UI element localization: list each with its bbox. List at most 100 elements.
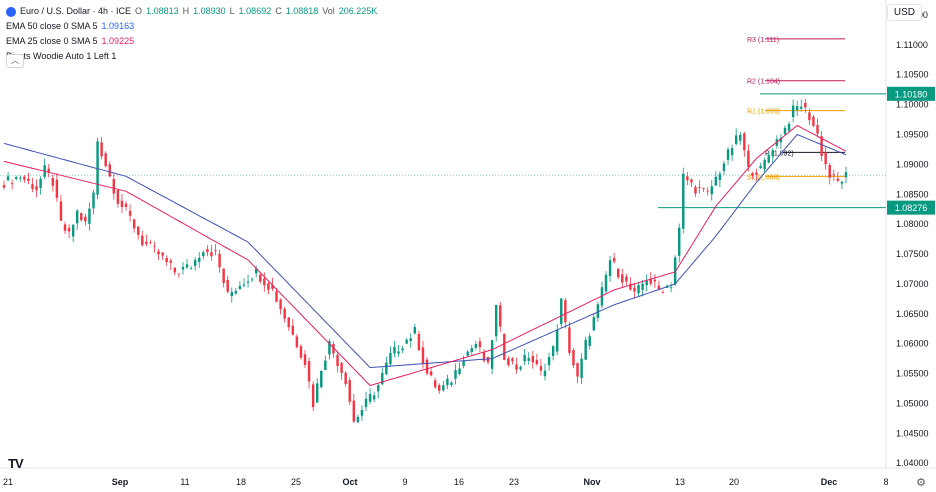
candle-body xyxy=(234,290,238,294)
candle-body xyxy=(759,165,762,169)
y-tick-label: 1.10500 xyxy=(896,70,929,80)
candle-body xyxy=(535,359,539,365)
candle-body xyxy=(560,298,563,325)
candle-body xyxy=(88,208,91,224)
candle-body xyxy=(608,260,612,277)
candle-body xyxy=(531,355,535,363)
candle-body xyxy=(421,347,425,364)
y-tick-label: 1.09500 xyxy=(896,129,929,139)
candle-body xyxy=(299,346,303,358)
candle-body xyxy=(120,200,124,208)
candle-body xyxy=(771,150,774,157)
candle-body xyxy=(80,213,83,221)
candle-body xyxy=(767,154,770,163)
candle-body xyxy=(368,394,372,402)
candle-body xyxy=(10,183,14,185)
x-tick-label: 20 xyxy=(729,477,739,487)
candle-body xyxy=(315,383,319,403)
open-label: O xyxy=(135,6,143,16)
candle-body xyxy=(511,358,514,362)
ema50-legend[interactable]: EMA 50 close 0 SMA 5 1.09163 xyxy=(6,19,377,34)
candle-body xyxy=(832,174,836,176)
candle-body xyxy=(462,360,465,367)
x-tick-label: 8 xyxy=(883,477,888,487)
candle-body xyxy=(503,333,506,360)
candle-body xyxy=(795,106,799,110)
candle-body xyxy=(393,347,396,354)
candle-body xyxy=(787,123,791,131)
y-tick-label: 1.04500 xyxy=(896,428,929,438)
candle-body xyxy=(100,142,103,157)
candle-body xyxy=(295,336,299,348)
candle-body xyxy=(222,268,225,283)
candle-body xyxy=(108,164,111,177)
symbol-row: Euro / U.S. Dollar · 4h · ICE O 1.08813 H… xyxy=(6,4,377,19)
ema50-label: EMA 50 close 0 SMA 5 xyxy=(6,21,98,31)
x-tick-label: 18 xyxy=(236,477,246,487)
candle-body xyxy=(596,304,600,318)
pivot-label: P (1.092) xyxy=(765,150,794,157)
candle-body xyxy=(828,165,831,178)
settings-gear-icon[interactable]: ⚙ xyxy=(916,477,926,489)
candle-body xyxy=(259,274,262,282)
candle-body xyxy=(783,127,787,135)
x-tick-label: Oct xyxy=(342,477,357,487)
candle-body xyxy=(564,300,567,323)
candle-body xyxy=(360,410,364,416)
y-tick-label: 1.07500 xyxy=(896,249,929,259)
candle-body xyxy=(128,210,132,216)
candle-body xyxy=(722,163,726,171)
candle-body xyxy=(14,177,18,179)
collapse-legend-button[interactable]: ︿ xyxy=(6,54,24,68)
candle-body xyxy=(804,103,807,108)
candle-body xyxy=(800,106,803,109)
candle-body xyxy=(576,363,579,377)
candle-body xyxy=(486,356,490,363)
candle-body xyxy=(397,351,400,354)
candle-body xyxy=(527,358,530,361)
candle-body xyxy=(702,188,705,190)
pivots-label: Pivots Woodie Auto 1 Left 1 xyxy=(6,51,117,61)
candle-body xyxy=(413,327,417,334)
candle-body xyxy=(751,173,754,176)
candle-body xyxy=(189,268,193,270)
candle-body xyxy=(629,283,632,290)
x-tick-label: 25 xyxy=(291,477,301,487)
candle-body xyxy=(820,136,823,156)
candle-body xyxy=(275,291,278,302)
symbol-title[interactable]: Euro / U.S. Dollar · 4h · ICE xyxy=(20,6,132,16)
candle-body xyxy=(478,341,482,348)
candle-body xyxy=(669,287,673,289)
candle-body xyxy=(755,172,758,175)
candle-body xyxy=(173,267,177,273)
candle-body xyxy=(385,362,388,375)
candle-body xyxy=(690,179,693,183)
candle-body xyxy=(263,278,266,286)
y-tick-label: 1.04000 xyxy=(896,458,929,468)
candle-body xyxy=(584,339,587,360)
candle-body xyxy=(791,105,795,117)
candle-body xyxy=(812,116,815,126)
candle-body xyxy=(844,172,848,178)
candle-body xyxy=(336,354,339,367)
ema25-legend[interactable]: EMA 25 close 0 SMA 5 1.09225 xyxy=(6,34,377,49)
candle-body xyxy=(637,285,640,294)
pivots-legend[interactable]: Pivots Woodie Auto 1 Left 1 xyxy=(6,49,377,64)
candle-body xyxy=(210,252,213,257)
candle-body xyxy=(55,179,59,198)
y-tick-label: 1.06500 xyxy=(896,309,929,319)
candle-body xyxy=(836,178,840,181)
candle-body xyxy=(470,348,473,352)
candle-body xyxy=(149,242,152,244)
x-tick-label: 13 xyxy=(675,477,685,487)
candle-body xyxy=(678,227,681,256)
candle-body xyxy=(340,362,343,373)
ema25-value: 1.09225 xyxy=(101,36,135,46)
candle-body xyxy=(840,181,844,184)
y-tick-label: 1.05000 xyxy=(896,398,929,408)
candle-body xyxy=(124,203,128,207)
candle-body xyxy=(706,190,709,192)
candle-body xyxy=(348,380,351,402)
currency-button[interactable]: USD xyxy=(886,4,922,21)
